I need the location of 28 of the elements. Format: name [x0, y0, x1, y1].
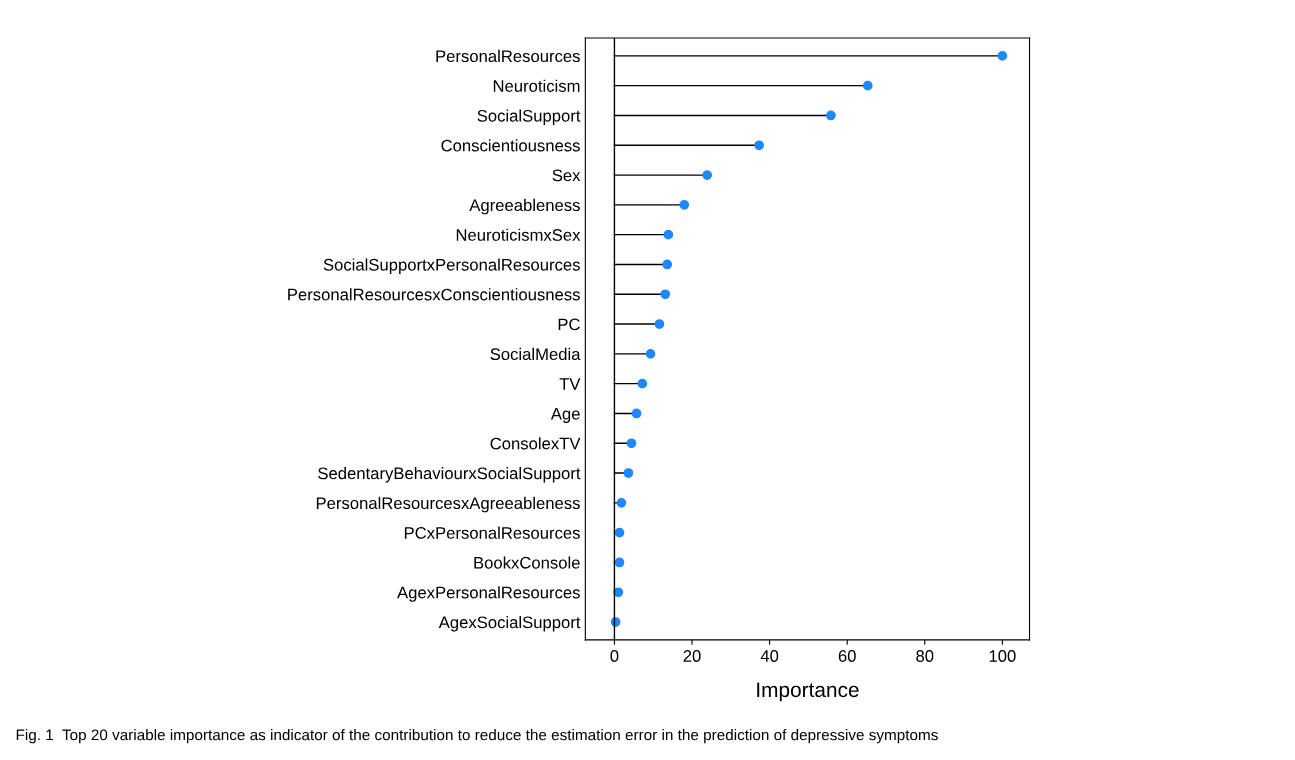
- y-tick-label: Agreeableness: [469, 198, 580, 215]
- x-tick-label: 100: [989, 650, 1016, 662]
- x-tick-label: 40: [760, 650, 779, 662]
- x-tick-label: 0: [610, 650, 619, 662]
- y-tick-label: AgexSocialSupport: [438, 616, 581, 632]
- y-tick-label: SocialSupport: [477, 109, 581, 125]
- y-tick-label: PCxPersonalResources: [404, 526, 580, 539]
- y-tick-label: PC: [558, 318, 580, 331]
- y-tick-label: ConsolexTV: [490, 437, 581, 450]
- y-tick-label: AgexPersonalResources: [397, 586, 580, 602]
- x-tick-label: 60: [838, 650, 856, 662]
- y-tick-label: BookxConsole: [474, 556, 580, 569]
- y-tick-label: PersonalResources: [436, 49, 580, 63]
- y-tick-label: Conscientiousness: [441, 139, 580, 152]
- y-tick-label: SocialMedia: [490, 347, 581, 361]
- x-axis-title: Importance: [757, 682, 859, 702]
- y-tick-label: Sex: [552, 169, 581, 182]
- y-tick-label: SocialSupportxPersonalResources: [323, 258, 580, 274]
- caption: Fig. 1 Top 20 variable importance as indicator of the contribution to reduce the estimation error in the prediction of depressive symptoms: [16, 729, 938, 744]
- x-tick-label: 20: [683, 650, 701, 662]
- y-tick-label: PersonalResourcesxAgreeableness: [316, 496, 580, 513]
- y-tick-label: Neuroticism: [493, 79, 580, 92]
- y-tick-label: TV: [559, 378, 581, 390]
- y-tick-label: NeuroticismxSex: [456, 228, 581, 241]
- y-tick-label: SedentaryBehaviourxSocialSupport: [318, 467, 581, 483]
- y-tick-label: PersonalResourcesxConscientiousness: [288, 288, 580, 301]
- y-tick-label: Age: [550, 408, 580, 423]
- x-tick-label: 80: [916, 650, 934, 662]
